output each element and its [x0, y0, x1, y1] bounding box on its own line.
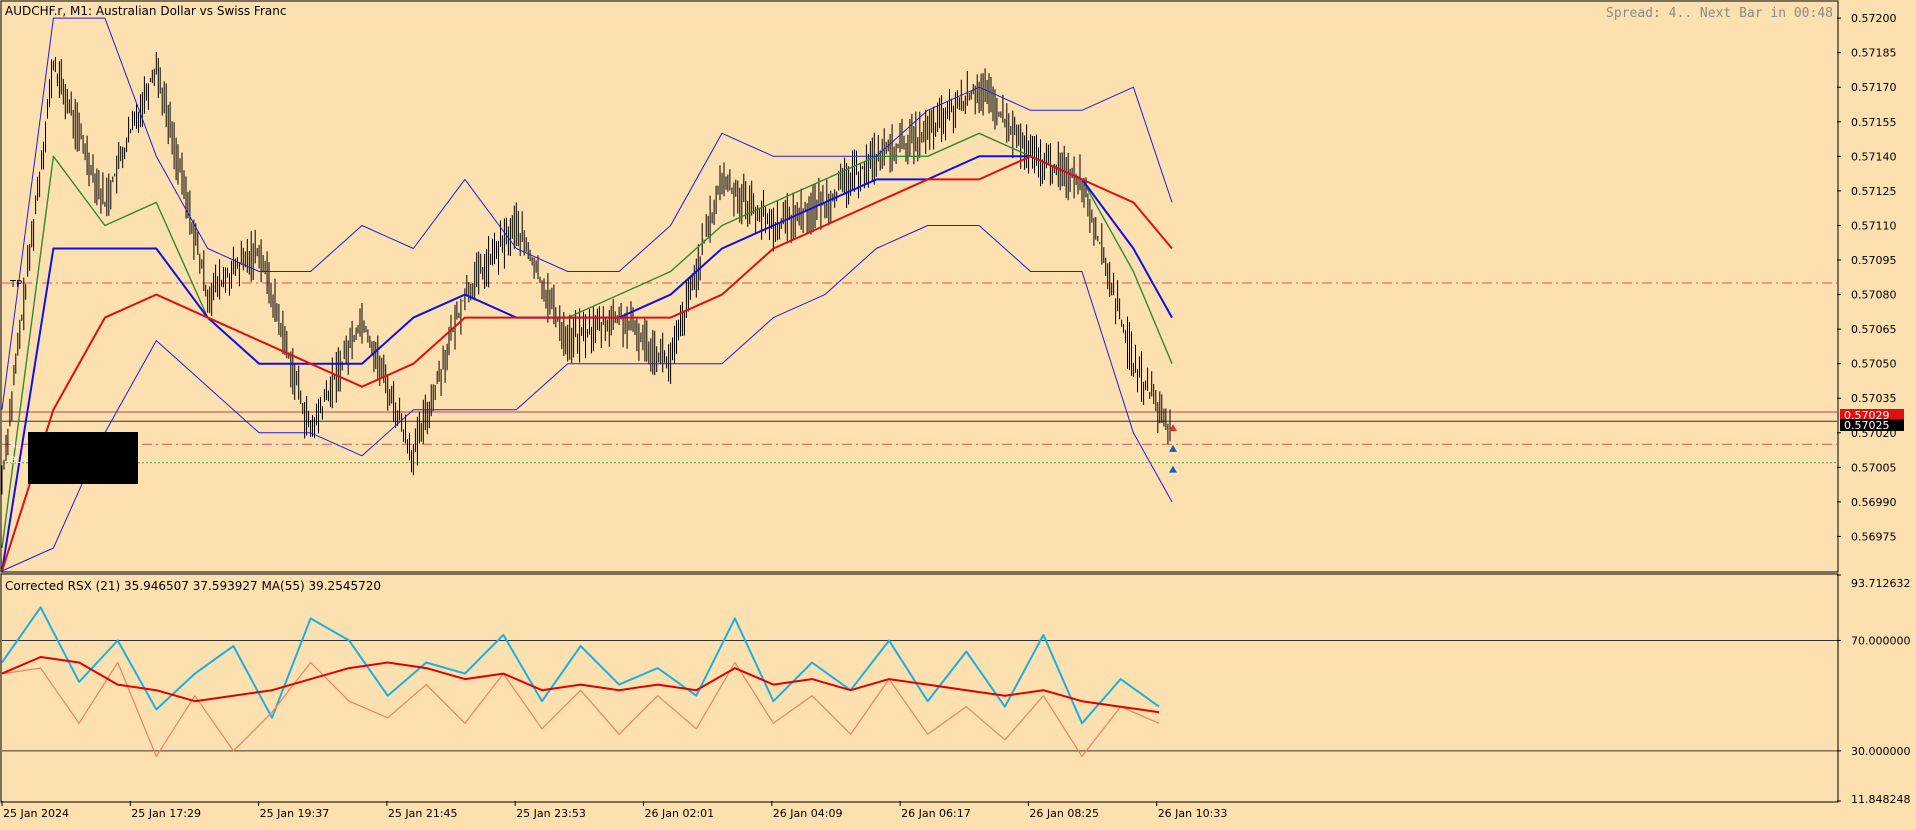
price-tick-label: 0.57185: [1851, 47, 1897, 60]
price-tick-label: 0.57200: [1851, 12, 1897, 25]
chart-title: AUDCHF.r, M1: Australian Dollar vs Swiss…: [5, 4, 286, 18]
time-tick-label: 26 Jan 10:33: [1158, 807, 1228, 820]
position-box: TP SL BUY: [9, 279, 138, 484]
series-bb-upper-line: [1, 17, 1173, 410]
series-rsx-signal-line: [1, 661, 1160, 757]
time-tick-label: 26 Jan 04:09: [773, 807, 843, 820]
price-tick-label: 0.56990: [1851, 496, 1897, 509]
trade-arrow-icon: [1169, 424, 1177, 432]
price-tick-label: 0.57110: [1851, 219, 1897, 232]
buy-order-box: [28, 432, 138, 484]
buy-level-label: BUY: [10, 456, 29, 466]
rsx-tick-label: 70.000000: [1851, 634, 1911, 647]
ask-price-tag: 0.57029: [1840, 409, 1904, 422]
price-bars: [1, 52, 1171, 495]
time-axis: 25 Jan 2024 25 Jan 17:29 25 Jan 19:37 25 Ja…: [1, 801, 1228, 820]
sl-level-label: SL: [10, 441, 21, 451]
price-plot-area: [1, 17, 1837, 572]
rsx-tick-label: 30.000000: [1851, 745, 1911, 758]
price-tick-label: 0.57035: [1851, 392, 1897, 405]
series-bb-lower-line: [1, 225, 1173, 572]
time-tick-label: 25 Jan 17:29: [131, 807, 201, 820]
time-tick-label: 25 Jan 23:53: [516, 807, 586, 820]
trade-arrow-icon: [1169, 465, 1177, 473]
price-tick-label: 0.57005: [1851, 461, 1897, 474]
series-rsx-line: [1, 606, 1160, 725]
spread-status: Spread: 4.. Next Bar in 00:48: [1606, 6, 1833, 21]
bid-price-label: 0.57025: [1844, 419, 1890, 432]
price-tick-label: 0.57050: [1851, 358, 1897, 371]
price-tick-label: 0.57155: [1851, 116, 1897, 129]
rsx-tick-label: 93.712632: [1851, 577, 1911, 590]
price-tick-label: 0.56975: [1851, 530, 1897, 543]
price-tick-label: 0.57065: [1851, 323, 1897, 336]
time-tick-label: 25 Jan 19:37: [260, 807, 330, 820]
price-pane-frame: [0, 0, 1839, 573]
indicator-pane-frame: [0, 573, 1839, 803]
rsx-tick-label: 11.848248: [1851, 793, 1911, 806]
series-ma55-line: [1, 656, 1160, 714]
rsx-plot-area: [1, 606, 1837, 757]
price-tick-label: 0.57095: [1851, 254, 1897, 267]
trade-arrow-icon: [1169, 444, 1177, 452]
time-tick-label: 25 Jan 21:45: [388, 807, 458, 820]
price-axis: 0.57200 0.57185 0.57170 0.57155 0.57140 0.571…: [1837, 12, 1897, 543]
series-ma-slow-line: [1, 155, 1173, 572]
series-ma-fast-line: [1, 132, 1173, 549]
rsx-axis: 93.712632 70.000000 30.000000 11.848248: [1837, 574, 1911, 806]
price-tick-label: 0.57170: [1851, 81, 1897, 94]
time-tick-label: 25 Jan 2024: [3, 807, 69, 820]
time-tick-label: 26 Jan 06:17: [901, 807, 971, 820]
rsx-title: Corrected RSX (21) 35.946507 37.593927 M…: [5, 579, 381, 593]
time-tick-label: 26 Jan 02:01: [645, 807, 715, 820]
ask-price-label: 0.57029: [1844, 409, 1890, 422]
price-tick-label: 0.57140: [1851, 150, 1897, 163]
time-tick-label: 26 Jan 08:25: [1029, 807, 1099, 820]
price-tick-label: 0.57080: [1851, 289, 1897, 302]
bid-price-tag: 0.57025: [1840, 419, 1904, 432]
tp-level-label: TP: [9, 279, 22, 290]
price-tick-label: 0.57125: [1851, 185, 1897, 198]
